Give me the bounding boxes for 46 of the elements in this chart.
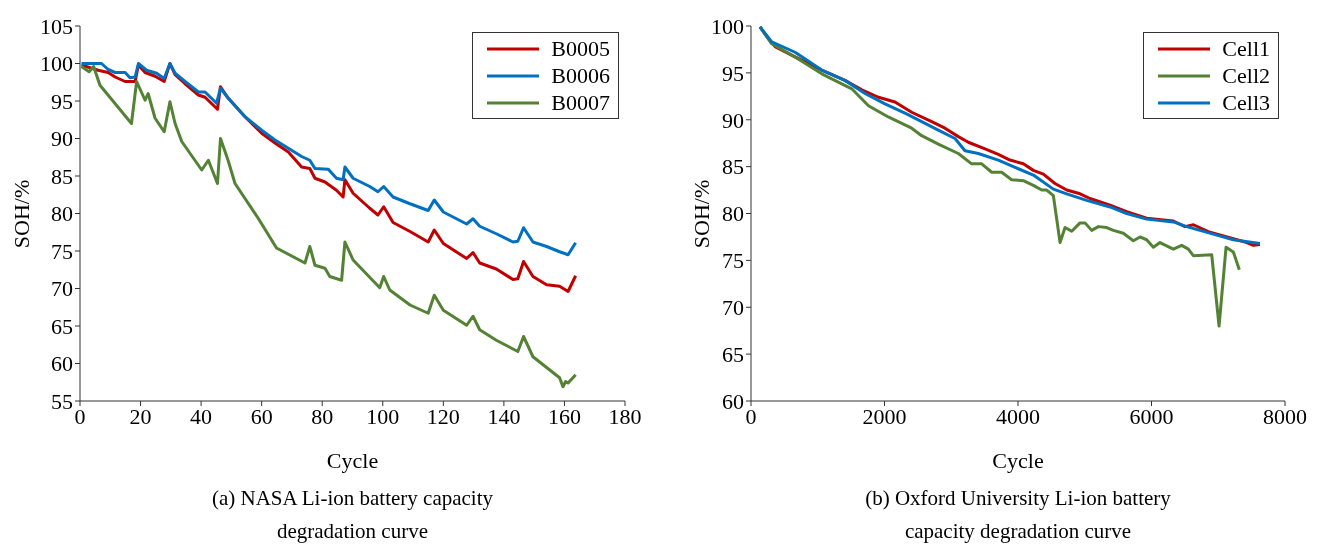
legend-label: B0007 <box>551 89 610 116</box>
x-tick-label: 120 <box>426 403 460 429</box>
y-tick-label: 55 <box>51 388 73 414</box>
y-tick-label: 60 <box>51 351 73 377</box>
x-tick-label: 40 <box>190 403 213 429</box>
y-axis-title: SOH/% <box>688 179 715 248</box>
y-tick-label: 95 <box>722 60 744 86</box>
x-tick-label: 160 <box>547 403 581 429</box>
y-tick-label: 80 <box>51 201 73 227</box>
legend-label: B0005 <box>551 35 610 62</box>
x-tick-label: 8000 <box>1263 403 1307 429</box>
y-tick-label: 100 <box>40 51 73 77</box>
x-tick-label: 0 <box>745 403 757 429</box>
legend-label: B0006 <box>551 62 610 89</box>
y-tick-label: 105 <box>40 13 73 39</box>
y-tick-label: 70 <box>51 276 73 302</box>
y-tick-label: 100 <box>711 13 744 39</box>
y-tick-label: 75 <box>722 248 744 274</box>
x-tick-label: 20 <box>129 403 152 429</box>
y-tick-label: 65 <box>722 341 744 367</box>
text: (a) NASA Li-ion battery capacity degradation curve <box>210 485 495 545</box>
y-tick-label: 90 <box>51 126 73 152</box>
x-tick-label: 6000 <box>1129 403 1174 429</box>
x-tick-label: 180 <box>608 403 642 429</box>
x-tick-label: 4000 <box>996 403 1040 429</box>
y-axis-title: SOH/% <box>8 179 35 248</box>
legend-label: Cell1 <box>1222 35 1270 62</box>
text: (b) Oxford University Li-ion battery capacity degradation curve <box>864 485 1172 545</box>
x-axis-title: Cycle <box>325 448 380 474</box>
x-tick-label: 80 <box>311 403 334 429</box>
y-tick-label: 65 <box>51 313 73 339</box>
x-tick-label: 2000 <box>862 403 907 429</box>
y-tick-label: 80 <box>722 201 744 227</box>
y-tick-label: 85 <box>51 163 73 189</box>
y-tick-label: 75 <box>51 238 73 264</box>
y-tick-label: 90 <box>722 107 744 133</box>
x-tick-label: 60 <box>250 403 273 429</box>
y-tick-label: 95 <box>51 88 73 114</box>
y-tick-label: 70 <box>722 295 744 321</box>
x-tick-label: 140 <box>487 403 521 429</box>
legend-label: Cell3 <box>1222 89 1270 116</box>
x-tick-label: 100 <box>366 403 400 429</box>
x-tick-label: 0 <box>74 403 86 429</box>
y-tick-label: 85 <box>722 154 744 180</box>
x-axis-title: Cycle <box>991 448 1045 474</box>
legend-label: Cell2 <box>1222 62 1270 89</box>
